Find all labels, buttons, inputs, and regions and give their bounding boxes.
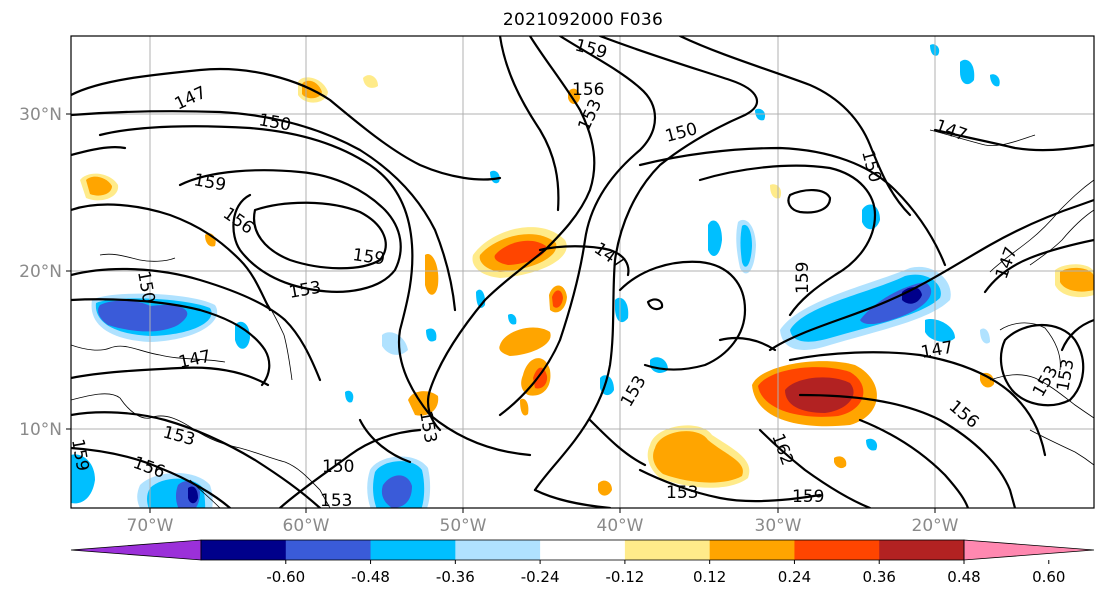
positive-anomaly-patch: [520, 398, 529, 416]
positive-anomaly-patch: [425, 254, 439, 295]
negative-anomaly-patch: [235, 321, 250, 349]
y-axis-ticks: [66, 113, 71, 430]
x-tick-label: 40°W: [597, 516, 644, 536]
colorbar-segment: [709, 540, 795, 560]
colorbar-segment: [540, 540, 626, 560]
y-tick-label: 20°N: [19, 262, 62, 282]
y-axis-labels: 30°N 20°N 10°N: [19, 105, 62, 440]
height-contours: [71, 36, 1094, 508]
contour-label: 159: [67, 437, 92, 472]
contour-label: 159: [351, 245, 386, 269]
negative-anomaly-patch: [508, 314, 517, 325]
negative-anomaly-patch: [381, 475, 412, 508]
contour-label: 153: [666, 483, 698, 503]
negative-anomaly-patch: [980, 328, 990, 344]
x-tick-label: 30°W: [755, 516, 802, 536]
negative-anomaly-patch: [71, 454, 95, 504]
negative-anomaly-patch: [740, 224, 752, 267]
negative-anomaly-patch: [990, 74, 1000, 87]
negative-anomaly-patch: [345, 390, 354, 403]
colorbar-tick-label: 0.48: [947, 568, 980, 586]
negative-anomaly-patch: [960, 59, 975, 85]
positive-anomaly-patch: [552, 290, 563, 308]
shaded-anomalies: [71, 44, 1094, 508]
colorbar: -0.60 -0.48 -0.36 -0.24 -0.12 0.12 0.24 0.36 0.4…: [70, 539, 1095, 586]
x-tick-label: 20°W: [912, 516, 959, 536]
positive-anomaly-patch: [568, 88, 580, 104]
colorbar-segment: [285, 540, 372, 560]
x-axis-ticks: [149, 508, 936, 513]
positive-anomaly-patch: [834, 456, 847, 469]
colorbar-tick-label: 0.60: [1032, 568, 1065, 586]
colorbar-tick-label: -0.48: [351, 568, 390, 586]
negative-anomaly-patch: [188, 486, 198, 504]
negative-anomaly-patch: [708, 220, 722, 256]
positive-anomaly-patch: [1060, 267, 1094, 292]
colorbar-extend-low: [70, 539, 202, 561]
colorbar-tick-label: -0.60: [266, 568, 305, 586]
positive-anomaly-patch: [980, 372, 995, 388]
y-tick-label: 30°N: [19, 105, 62, 125]
colorbar-frame: [200, 539, 965, 561]
chart-title: 2021092000 F036: [502, 10, 664, 30]
colorbar-segment: [624, 540, 711, 560]
contour-label: 153: [320, 491, 352, 511]
colorbar-segment: [879, 540, 965, 560]
colorbar-tick-label: -0.24: [521, 568, 560, 586]
negative-anomaly-patch: [382, 332, 408, 355]
positive-anomaly-patch: [533, 367, 548, 389]
positive-anomaly-patch: [86, 176, 112, 196]
colorbar-segment: [455, 540, 541, 560]
colorbar-segment: [201, 540, 287, 560]
colorbar-tick-label: -0.36: [436, 568, 475, 586]
x-tick-label: 50°W: [440, 516, 487, 536]
negative-anomaly-patch: [615, 297, 629, 323]
x-tick-label: 60°W: [283, 516, 330, 536]
negative-anomaly-patch: [755, 108, 766, 121]
negative-anomaly-patch: [426, 328, 437, 342]
colorbar-tick-label: 0.36: [863, 568, 896, 586]
colorbar-tick-label: 0.24: [778, 568, 811, 586]
colorbar-segment: [794, 540, 880, 560]
positive-anomaly-patch: [363, 75, 378, 88]
colorbar-tick-label: -0.12: [605, 568, 644, 586]
colorbar-tick-label: 0.12: [693, 568, 726, 586]
positive-anomaly-patch: [408, 391, 439, 416]
colorbar-segment: [370, 540, 456, 560]
positive-anomaly-patch: [598, 480, 612, 496]
negative-anomaly-patch: [98, 300, 188, 332]
y-tick-label: 10°N: [19, 420, 62, 440]
contour-label: 156: [572, 80, 604, 100]
x-axis-labels: 70°W 60°W 50°W 40°W 30°W 20°W: [127, 516, 959, 536]
colorbar-extend-high: [963, 539, 1095, 561]
contour-label: 159: [792, 487, 824, 507]
contour-label: 159: [793, 262, 813, 294]
positive-anomaly-patch: [499, 327, 551, 356]
negative-anomaly-patch: [925, 319, 955, 342]
contour-label: 150: [322, 457, 354, 477]
plot-frame: [70, 35, 1095, 509]
negative-anomaly-patch: [866, 438, 878, 451]
x-tick-label: 70°W: [127, 516, 174, 536]
positive-anomaly-patch: [653, 431, 744, 483]
